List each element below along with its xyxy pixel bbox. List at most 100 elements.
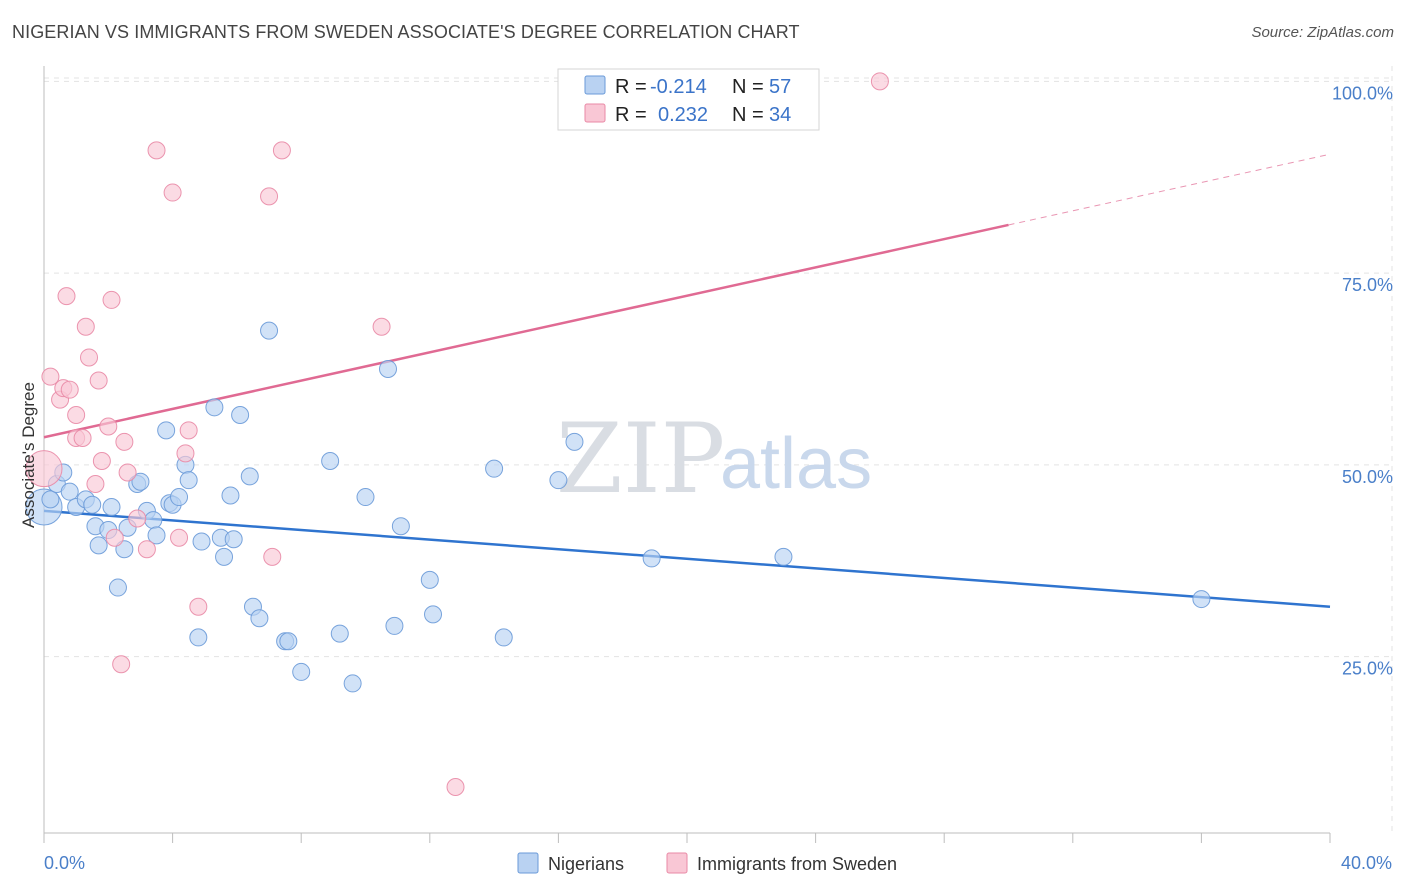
- y-tick-label-75: 75.0%: [1342, 275, 1393, 295]
- nigerians-point: [330, 624, 349, 643]
- trend-line-extension-sweden: [1008, 153, 1331, 226]
- legend-swatch-blue: [584, 75, 606, 95]
- nigerians-point: [343, 674, 362, 693]
- chart-title: NIGERIAN VS IMMIGRANTS FROM SWEDEN ASSOC…: [12, 22, 800, 42]
- nigerians-point: [494, 628, 513, 647]
- sweden-point: [118, 463, 137, 482]
- sweden-point: [102, 290, 121, 309]
- nigerians-point: [485, 459, 504, 478]
- nigerians-point: [60, 482, 79, 501]
- legend-sweden-swatch: [666, 852, 688, 874]
- nigerians-point: [420, 570, 439, 589]
- legend-n-value-blue: 57: [769, 76, 791, 98]
- y-tick-label-100: 100.0%: [1332, 83, 1393, 103]
- source-label: Source: ZipAtlas.com: [1251, 24, 1394, 41]
- sweden-point: [179, 421, 198, 440]
- nigerians-point: [131, 472, 150, 491]
- y-tick-label-50: 50.0%: [1342, 467, 1393, 487]
- axes: [43, 66, 1331, 843]
- sweden-point: [92, 452, 111, 471]
- nigerians-point: [83, 495, 102, 514]
- series-sweden-points: [25, 72, 889, 796]
- nigerians-point: [565, 432, 584, 451]
- sweden-point: [41, 367, 60, 386]
- sweden-point: [272, 141, 291, 160]
- nigerians-point: [147, 526, 166, 545]
- nigerians-point: [215, 547, 234, 566]
- trend-lines: [43, 153, 1331, 608]
- sweden-point: [76, 317, 95, 336]
- watermark-zip: ZIP: [556, 403, 725, 515]
- sweden-point: [73, 428, 92, 447]
- legend-sweden-label: Immigrants from Sweden: [697, 854, 897, 874]
- sweden-point: [147, 141, 166, 160]
- y-axis-label: Associate's Degree: [19, 382, 38, 528]
- sweden-point: [170, 528, 189, 547]
- sweden-point: [67, 405, 86, 424]
- nigerians-point: [424, 605, 443, 624]
- legend-n-label-pink: N =: [732, 104, 764, 126]
- sweden-point: [25, 450, 63, 488]
- nigerians-point: [240, 467, 259, 486]
- sweden-point: [446, 777, 465, 796]
- watermark-atlas: atlas: [720, 424, 872, 504]
- nigerians-point: [321, 452, 340, 471]
- grid-lines: [44, 66, 1393, 833]
- nigerians-point: [192, 532, 211, 551]
- legend-r-label-blue: R =: [615, 76, 647, 98]
- sweden-point: [263, 547, 282, 566]
- nigerians-point: [170, 488, 189, 507]
- series-nigerians-points: [25, 321, 1211, 693]
- legend-nigerians-swatch: [517, 852, 539, 874]
- nigerians-point: [108, 578, 127, 597]
- sweden-point: [105, 528, 124, 547]
- y-tick-labels: 25.0% 50.0% 75.0% 100.0%: [1332, 83, 1393, 678]
- trend-line-nigerians: [43, 509, 1331, 608]
- watermark: ZIP atlas: [556, 403, 872, 515]
- nigerians-point: [356, 488, 375, 507]
- legend-r-label-pink: R =: [615, 104, 647, 126]
- sweden-point: [163, 183, 182, 202]
- legend-r-value-blue: -0.214: [650, 76, 707, 98]
- nigerians-point: [89, 536, 108, 555]
- nigerians-point: [231, 405, 250, 424]
- nigerians-point: [221, 486, 240, 505]
- nigerians-point: [157, 421, 176, 440]
- sweden-point: [189, 597, 208, 616]
- nigerians-point: [224, 530, 243, 549]
- nigerians-point: [205, 398, 224, 417]
- nigerians-point: [642, 549, 661, 568]
- nigerians-point: [385, 616, 404, 635]
- legend-swatch-pink: [584, 103, 606, 123]
- nigerians-point: [260, 321, 279, 340]
- sweden-point: [128, 509, 147, 528]
- sweden-point: [372, 317, 391, 336]
- nigerians-point: [115, 540, 134, 559]
- correlation-legend: R = -0.214 N = 57 R = 0.232 N = 34: [557, 68, 820, 131]
- nigerians-point: [549, 471, 568, 490]
- legend-r-value-pink: 0.232: [658, 104, 708, 126]
- sweden-point: [870, 72, 889, 91]
- trend-line-sweden: [43, 223, 1009, 439]
- nigerians-point: [102, 498, 121, 517]
- series-legend: Nigerians Immigrants from Sweden: [517, 852, 897, 874]
- nigerians-point: [144, 511, 163, 530]
- sweden-point: [176, 444, 195, 463]
- sweden-point: [80, 348, 99, 367]
- sweden-point: [89, 371, 108, 390]
- sweden-point: [137, 540, 156, 559]
- legend-n-label-blue: N =: [732, 76, 764, 98]
- sweden-point: [99, 417, 118, 436]
- x-tick-min: 0.0%: [44, 853, 85, 873]
- nigerians-point: [250, 609, 269, 628]
- sweden-point: [115, 432, 134, 451]
- y-tick-label-25: 25.0%: [1342, 659, 1393, 679]
- nigerians-point: [189, 628, 208, 647]
- x-tick-max: 40.0%: [1341, 853, 1392, 873]
- nigerians-point: [41, 490, 60, 509]
- sweden-point: [57, 287, 76, 306]
- sweden-point: [60, 380, 79, 399]
- sweden-point: [86, 475, 105, 494]
- nigerians-point: [774, 547, 793, 566]
